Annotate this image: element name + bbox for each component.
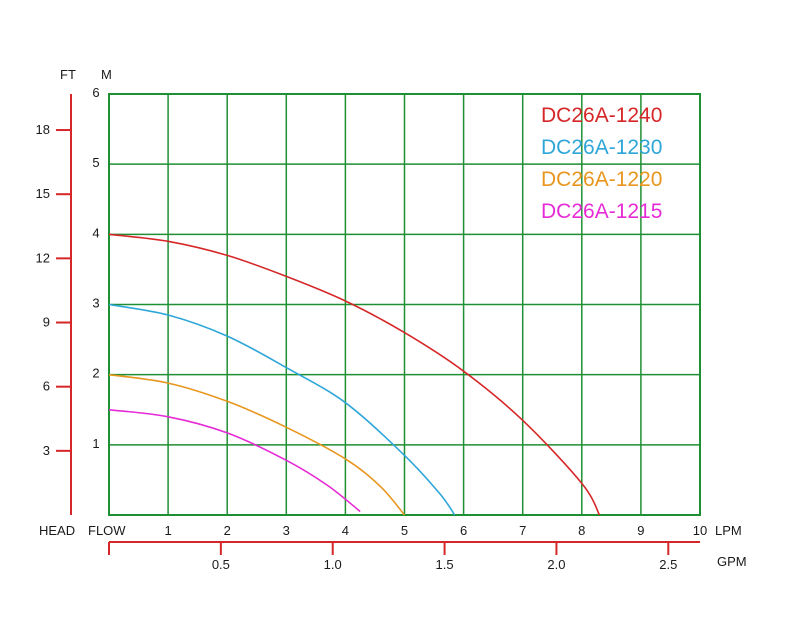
- secondary-y-tick-label: 15: [36, 186, 50, 201]
- curves: [108, 233, 601, 516]
- y-tick-label: 1: [92, 436, 99, 451]
- series-line-dc26a-1230: [108, 303, 456, 516]
- series-line-dc26a-1240: [108, 233, 601, 516]
- y-tick-label: 2: [92, 366, 99, 381]
- legend: DC26A-1240 DC26A-1230 DC26A-1220 DC26A-1215: [541, 104, 662, 223]
- secondary-y-tick-label: 3: [43, 443, 50, 458]
- x-tick-label: 5: [401, 523, 408, 538]
- secondary-x-tick-label: 2.0: [547, 557, 565, 572]
- legend-entry: DC26A-1240: [541, 104, 662, 127]
- x-tick-label: 9: [637, 523, 644, 538]
- y-tick-label: 6: [92, 85, 99, 100]
- x-tick-label: 7: [519, 523, 526, 538]
- series-line-dc26a-1215: [108, 409, 361, 513]
- x-tick-label: 3: [283, 523, 290, 538]
- x-axis-label: FLOW: [88, 523, 126, 538]
- legend-entry: DC26A-1230: [541, 136, 662, 159]
- secondary-y-unit: FT: [60, 67, 76, 82]
- grid: 1 2 3 4 5 6 7 8 9 10 1 2 3 4 5 6: [92, 85, 707, 538]
- secondary-x-tick-label: 1.0: [324, 557, 342, 572]
- x-tick-label: 1: [164, 523, 171, 538]
- labels: FT M HEAD FLOW LPM GPM: [39, 67, 747, 569]
- x-tick-label: 4: [342, 523, 349, 538]
- secondary-y-tick-label: 18: [36, 122, 50, 137]
- secondary-x-unit: GPM: [717, 554, 747, 569]
- y-tick-label: 4: [92, 225, 99, 240]
- secondary-x-tick-label: 2.5: [659, 557, 677, 572]
- y-unit: M: [101, 67, 112, 82]
- y-tick-label: 5: [92, 155, 99, 170]
- x-tick-label: 10: [693, 523, 707, 538]
- y-tick-label: 3: [92, 296, 99, 311]
- legend-entry: DC26A-1220: [541, 168, 662, 191]
- series-line-dc26a-1220: [108, 373, 406, 516]
- secondary-x-tick-label: 0.5: [212, 557, 230, 572]
- x-tick-label: 6: [460, 523, 467, 538]
- secondary-y-tick-label: 12: [36, 250, 50, 265]
- y-axis-label: HEAD: [39, 523, 75, 538]
- legend-entry: DC26A-1215: [541, 200, 662, 223]
- secondary-x-tick-label: 1.5: [436, 557, 454, 572]
- x-unit: LPM: [715, 523, 742, 538]
- secondary-y-tick-label: 9: [43, 315, 50, 330]
- x-tick-label: 2: [224, 523, 231, 538]
- x-tick-label: 8: [578, 523, 585, 538]
- secondary-y-tick-label: 6: [43, 379, 50, 394]
